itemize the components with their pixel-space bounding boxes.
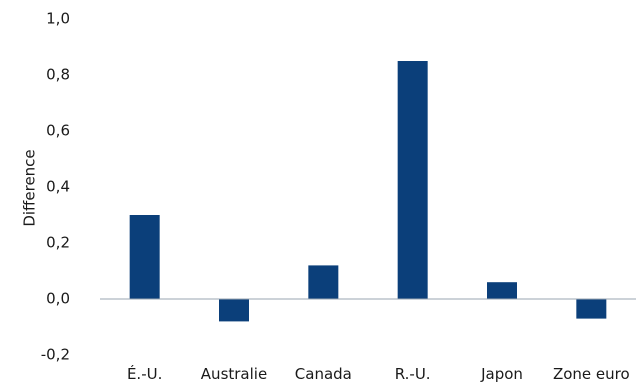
x-category-label: R.-U.	[395, 365, 431, 383]
y-tick-label: 1,0	[46, 10, 70, 28]
x-category-label: É.-U.	[127, 364, 162, 383]
y-tick-label: 0,4	[46, 178, 70, 196]
y-tick-label: 0,0	[46, 290, 70, 308]
x-category-label: Japon	[480, 365, 523, 383]
y-axis-title: Difference	[21, 149, 39, 226]
x-category-label: Canada	[295, 365, 352, 383]
y-tick-label: -0,2	[41, 346, 70, 364]
bar	[487, 282, 517, 299]
bar	[308, 265, 339, 299]
y-tick-label: 0,2	[46, 234, 70, 252]
bar	[219, 299, 249, 322]
y-tick-label: 0,8	[46, 66, 70, 84]
bar	[397, 61, 428, 299]
bar	[576, 299, 607, 319]
x-axis-labels: É.-U. Australie Canada R.-U. Japon Zone euro	[127, 364, 630, 383]
x-category-label: Zone euro	[553, 365, 630, 383]
bar	[129, 215, 160, 299]
x-category-label: Australie	[201, 365, 267, 383]
y-tick-label: 0,6	[46, 122, 70, 140]
bars	[129, 61, 607, 322]
y-axis-ticks: -0,2 0,0 0,2 0,4 0,6 0,8 1,0	[41, 10, 70, 364]
